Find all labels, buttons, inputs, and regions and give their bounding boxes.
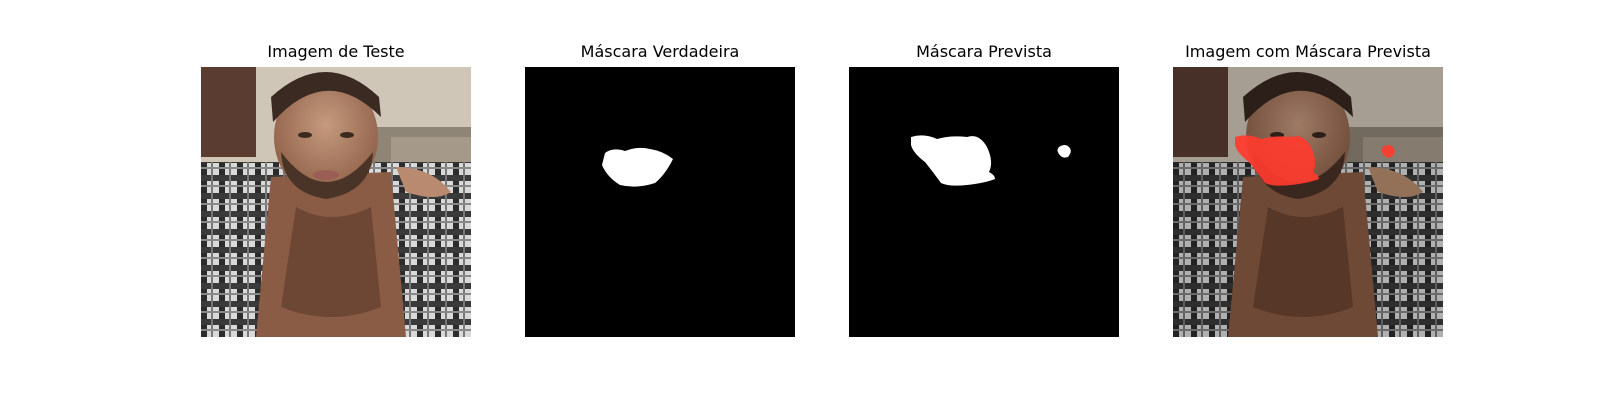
test-image xyxy=(201,67,471,337)
predicted-mask-image xyxy=(849,67,1119,337)
panel-title: Imagem com Máscara Prevista xyxy=(1185,42,1431,61)
true-mask-image xyxy=(525,67,795,337)
overlay-image xyxy=(1173,67,1443,337)
panel-title: Imagem de Teste xyxy=(267,42,405,61)
true-mask-region xyxy=(602,147,673,187)
overlay-mask-blob xyxy=(1381,145,1395,158)
panel-title: Máscara Verdadeira xyxy=(580,42,740,61)
predicted-mask-blob xyxy=(1057,145,1071,158)
overlay-mask-region xyxy=(1235,135,1319,186)
predicted-mask-region xyxy=(911,135,995,186)
panel-title: Máscara Prevista xyxy=(916,42,1052,61)
